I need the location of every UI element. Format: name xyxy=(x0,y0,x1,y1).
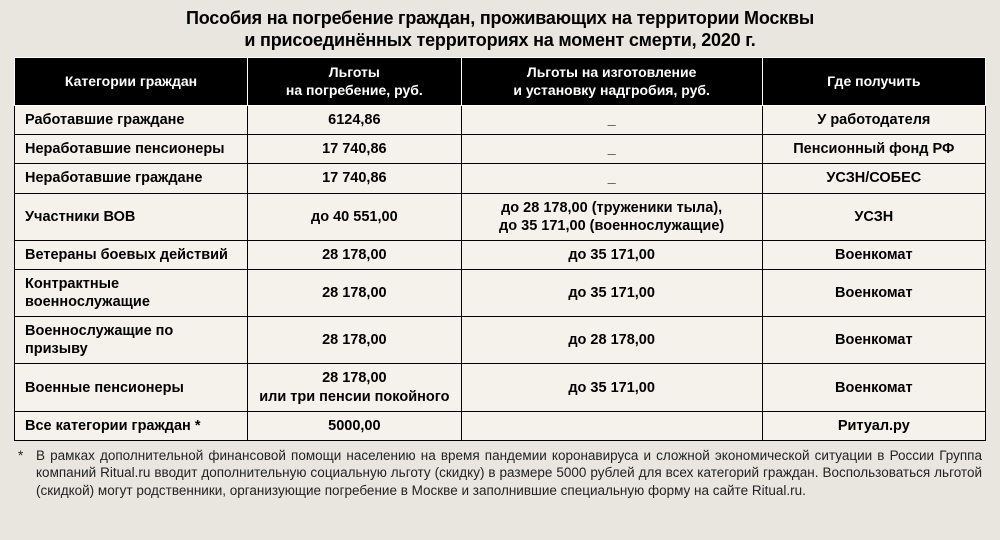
cell-tombstone-benefit: _ xyxy=(461,164,762,193)
cell-burial-benefit: 5000,00 xyxy=(248,411,462,440)
cell-burial-benefit: 17 740,86 xyxy=(248,135,462,164)
table-row: Ветераны боевых действий28 178,00до 35 1… xyxy=(15,240,986,269)
footnote: * В рамках дополнительной финансовой пом… xyxy=(14,441,986,500)
cell-tombstone-benefit xyxy=(461,411,762,440)
footnote-text: В рамках дополнительной финансовой помощ… xyxy=(36,447,982,500)
table-row: Неработавшие граждане17 740,86_УСЗН/СОБЕ… xyxy=(15,164,986,193)
table-row: Все категории граждан *5000,00 Ритуал.ру xyxy=(15,411,986,440)
table-row: Неработавшие пенсионеры17 740,86_Пенсион… xyxy=(15,135,986,164)
cell-category: Участники ВОВ xyxy=(15,193,248,240)
cell-category: Неработавшие граждане xyxy=(15,164,248,193)
page-title: Пособия на погребение граждан, проживающ… xyxy=(14,8,986,51)
cell-where: Ритуал.ру xyxy=(762,411,985,440)
table-header-cell: Где получить xyxy=(762,58,985,106)
cell-tombstone-benefit: _ xyxy=(461,135,762,164)
cell-category: Военнослужащие по призыву xyxy=(15,317,248,364)
cell-where: УСЗН xyxy=(762,193,985,240)
table-header-row: Категории гражданЛьготына погребение, ру… xyxy=(15,58,986,106)
table-row: Военнослужащие по призыву28 178,00до 28 … xyxy=(15,317,986,364)
cell-burial-benefit: 6124,86 xyxy=(248,106,462,135)
cell-tombstone-benefit: до 28 178,00 (труженики тыла),до 35 171,… xyxy=(461,193,762,240)
table-row: Участники ВОВдо 40 551,00до 28 178,00 (т… xyxy=(15,193,986,240)
table-header-cell: Категории граждан xyxy=(15,58,248,106)
table-row: Военные пенсионеры28 178,00или три пенси… xyxy=(15,364,986,411)
cell-category: Работавшие граждане xyxy=(15,106,248,135)
cell-category: Военные пенсионеры xyxy=(15,364,248,411)
cell-where: Военкомат xyxy=(762,240,985,269)
cell-where: Военкомат xyxy=(762,269,985,316)
cell-where: Военкомат xyxy=(762,317,985,364)
cell-where: У работодателя xyxy=(762,106,985,135)
cell-burial-benefit: 17 740,86 xyxy=(248,164,462,193)
cell-tombstone-benefit: до 35 171,00 xyxy=(461,364,762,411)
cell-tombstone-benefit: до 28 178,00 xyxy=(461,317,762,364)
cell-tombstone-benefit: до 35 171,00 xyxy=(461,240,762,269)
table-header-cell: Льготына погребение, руб. xyxy=(248,58,462,106)
cell-tombstone-benefit: до 35 171,00 xyxy=(461,269,762,316)
cell-where: Пенсионный фонд РФ xyxy=(762,135,985,164)
cell-where: УСЗН/СОБЕС xyxy=(762,164,985,193)
table-row: Работавшие граждане6124,86_У работодател… xyxy=(15,106,986,135)
title-line-2: и присоединённых территориях на момент с… xyxy=(244,30,755,50)
cell-burial-benefit: 28 178,00 xyxy=(248,240,462,269)
cell-category: Ветераны боевых действий xyxy=(15,240,248,269)
table-row: Контрактныевоеннослужащие28 178,00до 35 … xyxy=(15,269,986,316)
cell-burial-benefit: 28 178,00 xyxy=(248,317,462,364)
cell-burial-benefit: до 40 551,00 xyxy=(248,193,462,240)
cell-category: Все категории граждан * xyxy=(15,411,248,440)
footnote-star: * xyxy=(18,447,36,500)
cell-where: Военкомат xyxy=(762,364,985,411)
cell-category: Неработавшие пенсионеры xyxy=(15,135,248,164)
cell-category: Контрактныевоеннослужащие xyxy=(15,269,248,316)
cell-burial-benefit: 28 178,00или три пенсии покойного xyxy=(248,364,462,411)
table-header-cell: Льготы на изготовлениеи установку надгро… xyxy=(461,58,762,106)
benefits-table: Категории гражданЛьготына погребение, ру… xyxy=(14,57,986,441)
cell-tombstone-benefit: _ xyxy=(461,106,762,135)
cell-burial-benefit: 28 178,00 xyxy=(248,269,462,316)
page-container: Пособия на погребение граждан, проживающ… xyxy=(0,0,1000,503)
title-line-1: Пособия на погребение граждан, проживающ… xyxy=(186,8,814,28)
